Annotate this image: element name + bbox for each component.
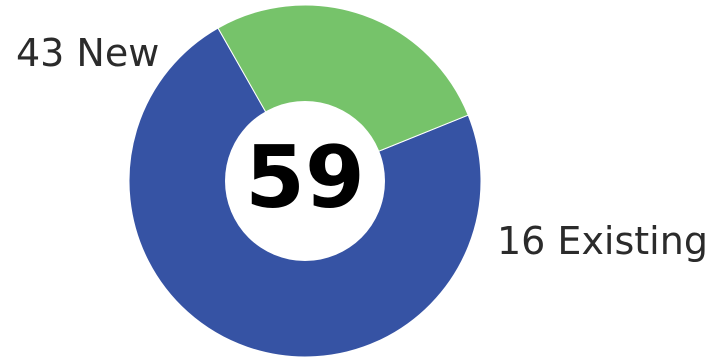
slice-label-new: 43 New xyxy=(16,31,160,75)
slice-label-existing: 16 Existing xyxy=(497,219,708,263)
center-total: 59 xyxy=(245,128,365,228)
donut-hole xyxy=(225,101,385,261)
